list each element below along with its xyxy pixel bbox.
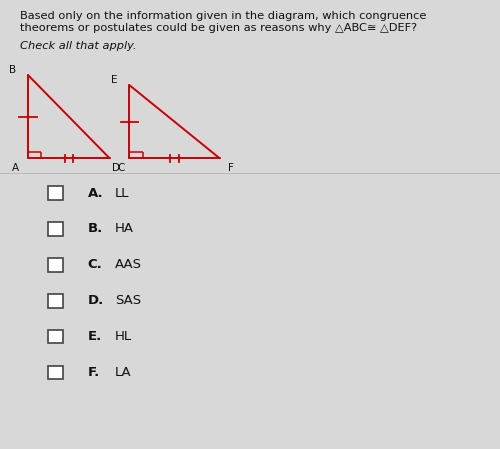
FancyBboxPatch shape — [48, 294, 62, 308]
Text: HA: HA — [115, 223, 134, 235]
Text: Based only on the information given in the diagram, which congruence: Based only on the information given in t… — [20, 11, 426, 21]
FancyBboxPatch shape — [48, 366, 62, 379]
Text: D.: D. — [88, 295, 104, 307]
Text: C: C — [117, 163, 124, 173]
Text: B: B — [9, 65, 16, 75]
Text: A: A — [12, 163, 18, 173]
Text: HL: HL — [115, 330, 132, 343]
Text: LL: LL — [115, 187, 130, 199]
Text: SAS: SAS — [115, 295, 141, 307]
Text: B.: B. — [88, 223, 103, 235]
Text: theorems or postulates could be given as reasons why △ABC≅ △DEF?: theorems or postulates could be given as… — [20, 23, 417, 33]
Text: E.: E. — [88, 330, 102, 343]
Text: C.: C. — [88, 259, 102, 271]
FancyBboxPatch shape — [48, 186, 62, 200]
Text: F: F — [228, 163, 234, 173]
Text: D: D — [112, 163, 120, 173]
Text: LA: LA — [115, 366, 132, 379]
Text: Check all that apply.: Check all that apply. — [20, 41, 136, 51]
FancyBboxPatch shape — [48, 258, 62, 272]
Text: AAS: AAS — [115, 259, 142, 271]
Text: E: E — [111, 75, 117, 85]
Text: F.: F. — [88, 366, 100, 379]
Text: A.: A. — [88, 187, 103, 199]
FancyBboxPatch shape — [48, 222, 62, 236]
FancyBboxPatch shape — [48, 330, 62, 343]
